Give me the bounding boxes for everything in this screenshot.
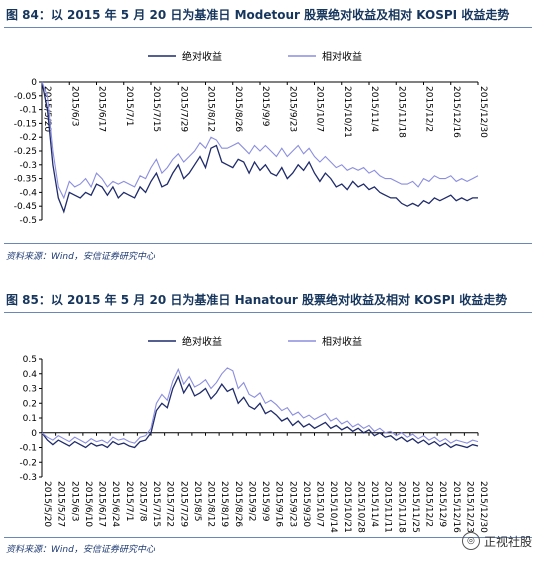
x-tick-label: 2015/6/17: [97, 86, 107, 132]
x-tick-label: 2015/6/24: [110, 481, 120, 527]
x-tick-label: 2015/11/11: [383, 481, 393, 533]
figure-84: 图 84：以 2015 年 5 月 20 日为基准日 Modetour 股票绝对…: [0, 0, 538, 270]
x-tick-label: 2015/10/14: [328, 481, 338, 533]
series-line-relative: [41, 81, 479, 200]
x-tick-label: 2015/6/3: [69, 86, 79, 126]
figure-85: 图 85：以 2015 年 5 月 20 日为基准日 Hanatour 股票绝对…: [0, 285, 538, 564]
y-tick-label: 0: [31, 78, 37, 88]
y-tick-label: -0.15: [14, 119, 37, 129]
x-tick-label: 2015/9/9: [260, 86, 270, 127]
x-tick-label: 2015/7/29: [178, 86, 188, 132]
y-tick-label: -0.4: [19, 188, 37, 198]
x-tick-label: 2015/12/23: [464, 481, 474, 533]
source-rule: [4, 537, 532, 538]
chart-title: 图 84：以 2015 年 5 月 20 日为基准日 Modetour 股票绝对…: [6, 8, 510, 22]
x-tick-label: 2015/7/8: [137, 481, 147, 522]
legend-label: 相对收益: [322, 335, 362, 348]
y-tick-label: 0.1: [23, 414, 37, 424]
x-tick-label: 2015/7/22: [165, 481, 175, 527]
y-tick-label: -0.3: [19, 473, 37, 483]
x-tick-label: 2015/12/30: [478, 481, 488, 533]
x-tick-label: 2015/8/12: [206, 86, 216, 132]
series-line-absolute: [41, 374, 479, 449]
x-tick-label: 2015/5/27: [56, 481, 66, 527]
x-tick-label: 2015/10/7: [315, 86, 325, 132]
x-tick-label: 2015/7/1: [124, 481, 134, 521]
x-tick-label: 2015/7/1: [124, 86, 134, 126]
x-tick-label: 2015/12/30: [478, 86, 488, 138]
y-tick-label: -0.35: [14, 175, 37, 185]
x-tick-label: 2015/10/28: [355, 481, 365, 533]
x-tick-label: 2015/8/12: [206, 481, 216, 527]
x-tick-label: 2015/10/21: [342, 86, 352, 138]
x-tick-label: 2015/9/23: [287, 86, 297, 132]
x-tick-label: 2015/8/26: [233, 86, 243, 132]
title-rule: [4, 27, 532, 28]
x-tick-label: 2015/7/15: [151, 481, 161, 527]
x-tick-label: 2015/12/2: [424, 86, 434, 132]
legend-label: 相对收益: [322, 50, 362, 63]
source-note: 资料来源：Wind，安信证券研究中心: [6, 545, 155, 555]
legend-label: 绝对收益: [182, 50, 222, 63]
y-tick-label: 0.4: [23, 370, 38, 380]
y-tick-label: -0.2: [19, 133, 37, 143]
y-tick-label: -0.1: [19, 444, 37, 454]
x-tick-label: 2015/8/5: [192, 481, 202, 521]
y-tick-label: 0.5: [23, 355, 37, 365]
watermark-label: 正视社股: [483, 534, 532, 549]
y-tick-label: 0.3: [23, 385, 37, 395]
chart-modetour: 0 -0.05 -0.1 -0.15 -0.2 -0.25 -0.3 -0.35 -0.4 -0.…: [14, 50, 488, 226]
x-tick-label: 2015/11/18: [396, 86, 406, 138]
x-tick-label: 2015/9/23: [287, 481, 297, 527]
chart-title: 图 85：以 2015 年 5 月 20 日为基准日 Hanatour 股票绝对…: [6, 293, 508, 307]
x-tick-label: 2015/10/21: [342, 481, 352, 533]
y-tick-label: -0.1: [19, 106, 37, 116]
x-tick-label: 2015/11/4: [369, 86, 379, 132]
x-tick-label: 2015/7/29: [178, 481, 188, 527]
x-tick-label: 2015/11/4: [369, 481, 379, 527]
title-rule: [4, 312, 532, 313]
y-tick-label: -0.05: [14, 92, 37, 102]
x-tick-label: 2015/9/9: [260, 481, 270, 522]
x-tick-label: 2015/8/26: [233, 481, 243, 527]
x-tick-label: 2015/8/19: [219, 481, 229, 527]
y-tick-label: -0.5: [19, 216, 37, 226]
source-rule: [4, 243, 532, 244]
x-tick-label: 2015/7/15: [151, 86, 161, 132]
y-tick-label: -0.2: [19, 458, 37, 468]
legend-label: 绝对收益: [182, 335, 222, 348]
x-tick-label: 2015/9/16: [274, 481, 284, 527]
x-tick-label: 2015/12/2: [424, 481, 434, 527]
y-tick-label: 0: [31, 429, 37, 439]
watermark: ◎ 正视社股: [461, 532, 532, 550]
x-tick-label: 2015/9/2: [246, 481, 256, 521]
x-tick-label: 2015/9/30: [301, 481, 311, 527]
y-tick-label: 0.2: [23, 399, 37, 409]
y-tick-label: -0.3: [19, 161, 37, 171]
y-tick-label: -0.25: [14, 147, 37, 157]
series-line-relative: [41, 367, 479, 444]
x-tick-label: 2015/11/18: [396, 481, 406, 533]
source-note: 资料来源：Wind，安信证券研究中心: [6, 252, 155, 262]
y-tick-label: -0.45: [14, 202, 37, 212]
x-tick-label: 2015/12/9: [437, 481, 447, 527]
x-tick-label: 2015/10/7: [315, 481, 325, 527]
series-line-absolute: [41, 81, 478, 214]
x-tick-label: 2015/6/17: [97, 481, 107, 527]
x-tick-label: 2015/6/3: [69, 481, 79, 521]
x-tick-label: 2015/12/16: [451, 481, 461, 533]
x-tick-label: 2015/11/25: [410, 481, 420, 533]
x-tick-label: 2015/6/10: [83, 481, 93, 527]
chart-hanatour: 0.5 0.4 0.3 0.2 0.1 0 -0.1 -0.2 -0.3 2015/5/20 201…: [19, 335, 488, 533]
x-tick-label: 2015/12/16: [451, 86, 461, 138]
wechat-icon: ◎: [461, 532, 480, 550]
x-tick-label: 2015/5/20: [42, 481, 52, 527]
